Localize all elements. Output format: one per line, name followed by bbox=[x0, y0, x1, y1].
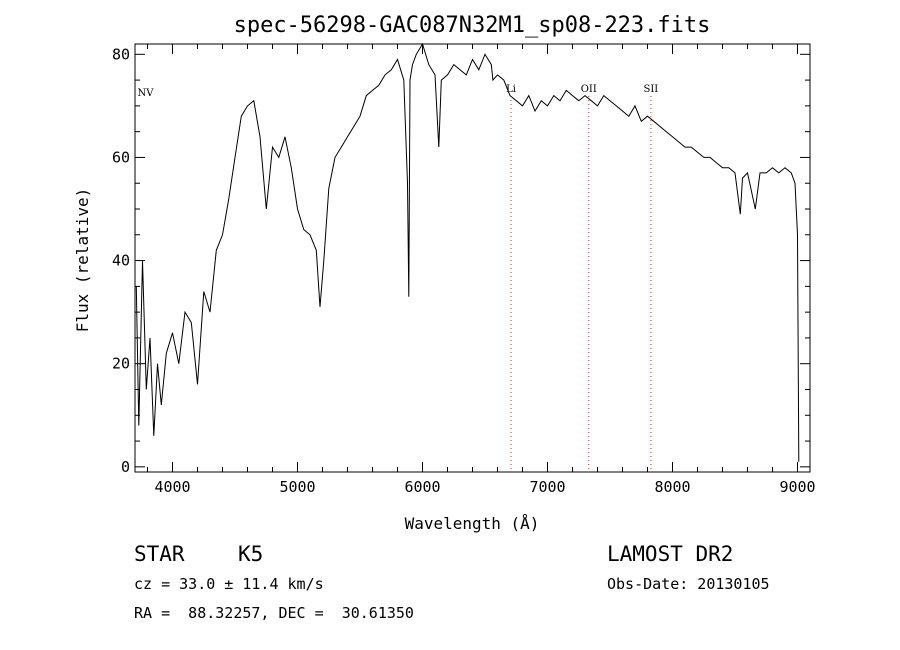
y-tick-label: 80 bbox=[112, 45, 130, 63]
survey-name: LAMOST DR2 bbox=[607, 542, 734, 566]
redshift-readout: cz = 33.0 ± 11.4 km/s bbox=[134, 575, 324, 593]
chart-title: spec-56298-GAC087N32M1_sp08-223.fits bbox=[234, 13, 711, 38]
coordinates-readout: RA = 88.32257, DEC = 30.61350 bbox=[134, 604, 414, 622]
plot-frame bbox=[134, 43, 811, 473]
object-type: STAR bbox=[134, 542, 185, 566]
line-label-oii: OII bbox=[581, 84, 597, 95]
spectral-subclass: K5 bbox=[238, 542, 264, 566]
line-label-nv: NV bbox=[138, 88, 155, 99]
x-tick-label: 9000 bbox=[779, 478, 815, 496]
x-tick-label: 5000 bbox=[279, 478, 315, 496]
x-tick-label: 4000 bbox=[154, 478, 190, 496]
spectrum-line bbox=[135, 42, 800, 462]
y-axis-label: Flux (relative) bbox=[73, 188, 92, 333]
x-tick-label: 7000 bbox=[529, 478, 565, 496]
x-axis-label: Wavelength (Å) bbox=[405, 514, 540, 533]
y-tick-label: 40 bbox=[112, 252, 130, 270]
x-tick-label: 6000 bbox=[404, 478, 440, 496]
y-tick-label: 60 bbox=[112, 148, 130, 166]
line-label-sii: SII bbox=[643, 84, 658, 95]
y-tick-label: 0 bbox=[121, 458, 130, 476]
observation-date: Obs-Date: 20130105 bbox=[607, 575, 770, 593]
line-label-li: Li bbox=[506, 84, 516, 95]
x-tick-label: 8000 bbox=[654, 478, 690, 496]
y-tick-label: 20 bbox=[112, 355, 130, 373]
